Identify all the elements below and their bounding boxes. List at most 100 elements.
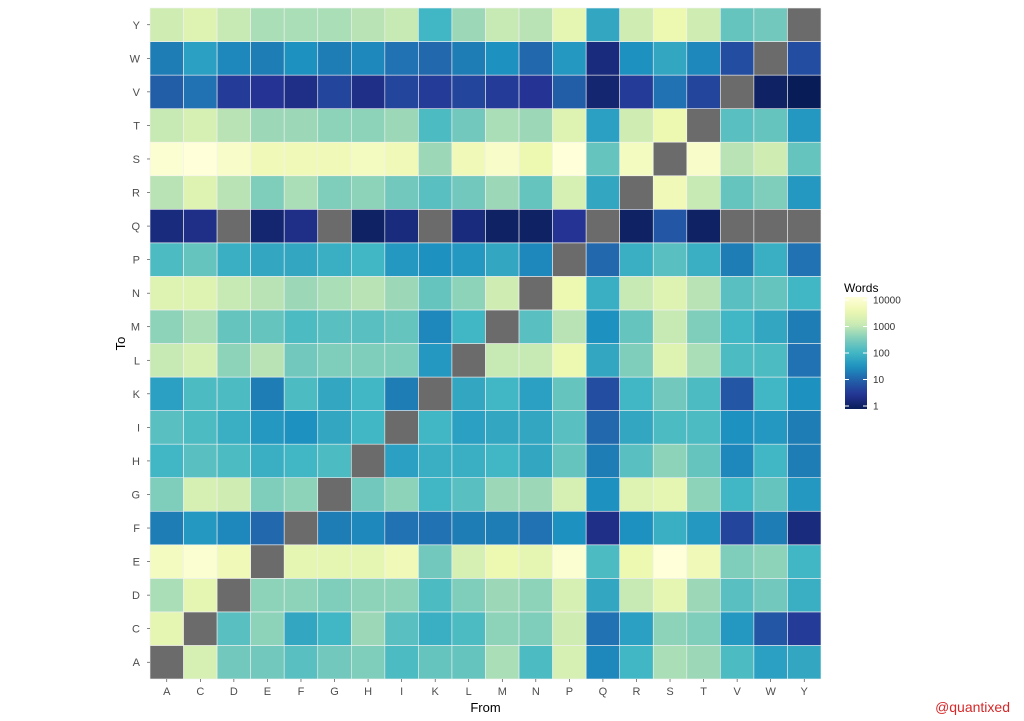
heatmap-cell-V-Y <box>720 7 755 42</box>
heatmap-cell-G-F <box>317 510 352 546</box>
heatmap-cell-A-N <box>149 276 184 311</box>
heatmap-cell-A-P <box>149 242 184 277</box>
heatmap-cell-Q-I <box>585 410 621 445</box>
heatmap-cell-M-D <box>485 578 520 613</box>
heatmap-cell-G-H <box>317 443 352 478</box>
heatmap-cell-E-Y <box>250 7 285 42</box>
heatmap-cell-P-N <box>552 276 587 311</box>
heatmap-cell-V-M <box>720 309 755 344</box>
heatmap-cell-Q-F <box>585 510 621 546</box>
heatmap-cell-H-V <box>350 74 386 109</box>
heatmap-cell-C-D <box>183 578 218 613</box>
heatmap-cell-I-V <box>384 74 419 109</box>
heatmap-cell-T-R <box>686 175 721 210</box>
heatmap-cell-C-T <box>183 108 218 143</box>
heatmap-cell-R-C <box>619 611 654 646</box>
heatmap-cell-N-D <box>518 578 553 613</box>
heatmap-cell-W-R <box>753 175 788 210</box>
heatmap-cell-T-P <box>686 242 721 277</box>
heatmap-cell-P-W <box>552 41 587 76</box>
heatmap-cell-L-F <box>451 510 486 546</box>
heatmap-cell-C-N <box>183 276 218 311</box>
heatmap-cell-S-F <box>652 510 688 546</box>
heatmap-cell-N-N <box>518 276 553 311</box>
heatmap-cell-F-Y <box>283 7 319 42</box>
heatmap-cell-Q-V <box>585 74 621 109</box>
heatmap-cell-E-A <box>250 645 285 680</box>
heatmap-cell-D-L <box>216 343 251 378</box>
heatmap-cell-C-P <box>183 242 218 277</box>
heatmap-cell-V-P <box>720 242 755 277</box>
heatmap-cell-F-E <box>283 544 319 579</box>
heatmap-cell-T-L <box>686 343 721 378</box>
heatmap-cell-T-H <box>686 443 721 478</box>
heatmap-cell-W-K <box>753 376 788 411</box>
heatmap-cell-R-S <box>619 141 654 177</box>
heatmap-cell-P-M <box>552 309 587 344</box>
heatmap-cell-Y-F <box>787 510 822 546</box>
heatmap-cell-K-M <box>418 309 453 344</box>
credit-text: @quantixed <box>935 699 1010 715</box>
heatmap-cell-K-G <box>418 477 453 512</box>
heatmap-cell-P-L <box>552 343 587 378</box>
heatmap-cell-M-F <box>485 510 520 546</box>
heatmap-cell-H-Y <box>350 7 386 42</box>
heatmap-cell-I-Y <box>384 7 419 42</box>
heatmap-cell-P-C <box>552 611 587 646</box>
heatmap-cell-F-I <box>283 410 319 445</box>
y-axis-ticks: A C D E F G H I K L M N P Q R S T V W Y <box>130 20 150 669</box>
heatmap-cell-P-S <box>552 141 587 177</box>
heatmap-cell-D-D <box>216 578 251 613</box>
y-tick-label-W: W <box>130 53 141 65</box>
heatmap-cell-R-K <box>619 376 654 411</box>
heatmap-cell-Y-N <box>787 276 822 311</box>
heatmap-cell-Y-T <box>787 108 822 143</box>
heatmap-cell-G-R <box>317 175 352 210</box>
heatmap-cell-T-F <box>686 510 721 546</box>
heatmap-cell-N-F <box>518 510 553 546</box>
heatmap-cell-L-K <box>451 376 486 411</box>
heatmap-cell-E-K <box>250 376 285 411</box>
heatmap-cell-C-I <box>183 410 218 445</box>
heatmap-cell-N-G <box>518 477 553 512</box>
heatmap-cell-M-P <box>485 242 520 277</box>
heatmap-cell-E-L <box>250 343 285 378</box>
heatmap-cell-F-V <box>283 74 319 109</box>
heatmap-cell-W-G <box>753 477 788 512</box>
y-tick-label-H: H <box>132 456 140 468</box>
heatmap-cell-A-G <box>149 477 184 512</box>
heatmap-cell-W-I <box>753 410 788 445</box>
x-tick-label-H: H <box>364 686 372 698</box>
x-tick-label-N: N <box>532 686 540 698</box>
heatmap-cell-K-F <box>418 510 453 546</box>
heatmap-cell-W-Y <box>753 7 788 42</box>
heatmap-cell-H-F <box>350 510 386 546</box>
heatmap-cell-I-E <box>384 544 419 579</box>
heatmap-cell-V-A <box>720 645 755 680</box>
heatmap-cell-T-K <box>686 376 721 411</box>
heatmap-cell-H-L <box>350 343 386 378</box>
heatmap-cell-L-P <box>451 242 486 277</box>
heatmap-cell-L-R <box>451 175 486 210</box>
heatmap-cell-D-M <box>216 309 251 344</box>
heatmap-cell-Q-N <box>585 276 621 311</box>
heatmap-cell-N-A <box>518 645 553 680</box>
heatmap-cell-Y-V <box>787 74 822 109</box>
legend-tick-label-1: 1 <box>873 402 879 413</box>
legend-tick-label-100: 100 <box>873 349 890 360</box>
heatmap-cell-M-V <box>485 74 520 109</box>
x-tick-label-P: P <box>566 686 573 698</box>
heatmap-cell-K-R <box>418 175 453 210</box>
x-tick-label-W: W <box>765 686 776 698</box>
heatmap-cell-Q-A <box>585 645 621 680</box>
heatmap-cell-I-G <box>384 477 419 512</box>
heatmap-cell-K-A <box>418 645 453 680</box>
heatmap-cell-C-S <box>183 141 218 177</box>
heatmap-cell-R-P <box>619 242 654 277</box>
heatmap-cell-N-Q <box>518 209 553 244</box>
heatmap-cells <box>149 7 822 680</box>
heatmap-cell-K-I <box>418 410 453 445</box>
heatmap-cell-Q-S <box>585 141 621 177</box>
heatmap-cell-R-I <box>619 410 654 445</box>
heatmap-cell-C-M <box>183 309 218 344</box>
